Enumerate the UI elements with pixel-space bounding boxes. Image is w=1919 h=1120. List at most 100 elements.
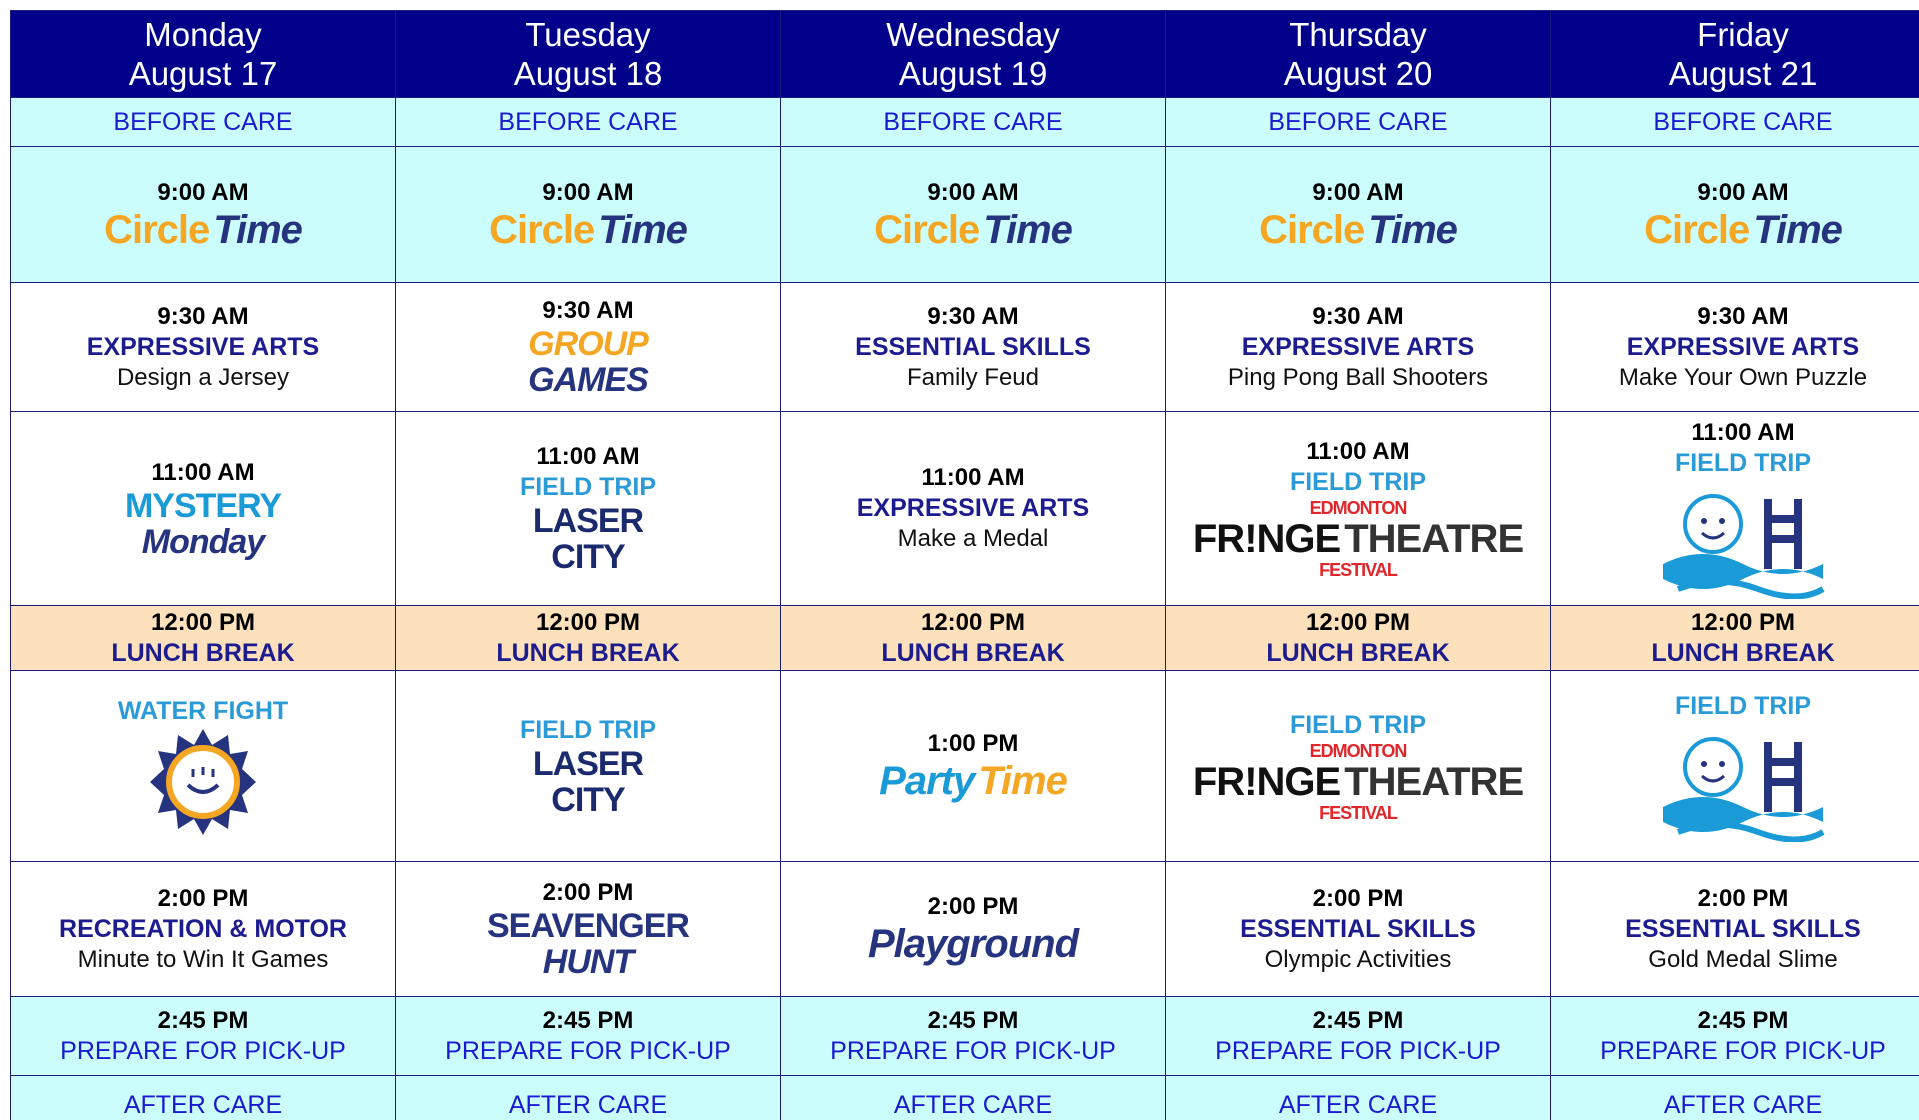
label: BEFORE CARE bbox=[883, 107, 1063, 136]
schedule-cell: 12:00 PM LUNCH BREAK bbox=[10, 605, 396, 671]
category: LUNCH BREAK bbox=[1266, 638, 1450, 667]
day-name: Friday bbox=[1697, 16, 1789, 53]
day-header: Thursday August 20 bbox=[1165, 10, 1551, 98]
logo-line: HUNT bbox=[487, 944, 689, 980]
category: ESSENTIAL SKILLS bbox=[855, 332, 1091, 361]
logo-line: FESTIVAL bbox=[1193, 803, 1523, 823]
schedule-cell: AFTER CARE bbox=[1165, 1075, 1551, 1120]
schedule-cell: 2:00 PM Playground bbox=[780, 861, 1166, 997]
day-date: August 20 bbox=[1283, 55, 1433, 92]
logo-text: Time bbox=[598, 207, 688, 252]
logo-text: Playground bbox=[867, 922, 1079, 966]
schedule-cell: 2:00 PM RECREATION & MOTOR Minute to Win I… bbox=[10, 861, 396, 997]
activity: Make Your Own Puzzle bbox=[1618, 363, 1868, 391]
time: 2:45 PM bbox=[927, 1006, 1019, 1034]
time: 2:45 PM bbox=[542, 1006, 634, 1034]
day-date: August 21 bbox=[1668, 55, 1818, 92]
schedule-cell: 9:00 AM Circle Time bbox=[1550, 146, 1919, 283]
time: 12:00 PM bbox=[1305, 608, 1411, 636]
activity: Make a Medal bbox=[897, 525, 1049, 552]
time: 9:00 AM bbox=[927, 178, 1019, 206]
logo: Circle Time bbox=[1644, 207, 1843, 252]
logo-line: Playground bbox=[867, 922, 1079, 966]
logo: EDMONTON FR!NGE THEATRE FESTIVAL bbox=[1192, 741, 1524, 823]
schedule-cell: 2:45 PM PREPARE FOR PICK-UP bbox=[780, 996, 1166, 1076]
day-header: Monday August 17 bbox=[10, 10, 396, 98]
sun-icon bbox=[150, 728, 256, 835]
schedule-cell: 2:00 PM SEAVENGER HUNT bbox=[395, 861, 781, 997]
logo-text: Party bbox=[879, 759, 975, 803]
logo-text: GROUP bbox=[528, 325, 649, 363]
label: AFTER CARE bbox=[1278, 1091, 1438, 1119]
day-name: Thursday bbox=[1289, 16, 1427, 53]
time: 1:00 PM bbox=[927, 730, 1019, 757]
day-name: Monday bbox=[144, 16, 262, 53]
logo-text: Time bbox=[983, 207, 1073, 252]
time: 9:30 AM bbox=[927, 302, 1019, 330]
logo-text: Circle bbox=[1644, 207, 1750, 252]
category: FIELD TRIP bbox=[1674, 449, 1812, 477]
time: 9:00 AM bbox=[157, 178, 249, 206]
logo-line: GAMES bbox=[528, 361, 649, 399]
schedule-cell: 9:00 AM Circle Time bbox=[1165, 146, 1551, 283]
time: 11:00 AM bbox=[1306, 438, 1410, 465]
day-date: August 17 bbox=[128, 55, 278, 92]
label: BEFORE CARE bbox=[1653, 107, 1833, 136]
logo-line: Circle Time bbox=[1644, 207, 1843, 252]
time: 9:00 AM bbox=[1697, 178, 1789, 206]
logo-line: Party Time bbox=[879, 759, 1068, 803]
category: LUNCH BREAK bbox=[881, 638, 1065, 667]
logo: Party Time bbox=[879, 759, 1068, 803]
activity: Gold Medal Slime bbox=[1648, 945, 1838, 973]
schedule-cell: 9:30 AM EXPRESSIVE ARTS Ping Pong Ball Sho… bbox=[1165, 282, 1551, 412]
logo-text: Time bbox=[1368, 207, 1458, 252]
logo-text: EDMONTON bbox=[1309, 498, 1408, 518]
activity: Design a Jersey bbox=[116, 363, 290, 391]
label: AFTER CARE bbox=[508, 1091, 668, 1119]
schedule-cell: 2:45 PM PREPARE FOR PICK-UP bbox=[1550, 996, 1919, 1076]
logo-text: GAMES bbox=[528, 361, 649, 399]
time: 9:00 AM bbox=[1312, 178, 1404, 206]
schedule-cell: 12:00 PM LUNCH BREAK bbox=[395, 605, 781, 671]
schedule-cell: 11:00 AM FIELD TRIP EDMONTON FR!NGE THEATRE F… bbox=[1165, 411, 1551, 606]
logo-text: FESTIVAL bbox=[1319, 802, 1398, 823]
category: WATER FIGHT bbox=[117, 696, 289, 725]
day-name: Tuesday bbox=[525, 16, 651, 53]
category: ESSENTIAL SKILLS bbox=[1625, 914, 1861, 943]
schedule-cell: FIELD TRIP EDMONTON FR!NGE THEATRE FESTIVAL bbox=[1165, 670, 1551, 862]
schedule-cell: BEFORE CARE bbox=[1550, 97, 1919, 147]
schedule-cell: 9:30 AM GROUP GAMES bbox=[395, 282, 781, 412]
activity: Olympic Activities bbox=[1264, 945, 1452, 973]
schedule-cell: AFTER CARE bbox=[1550, 1075, 1919, 1120]
day-name: Wednesday bbox=[886, 16, 1060, 53]
schedule-cell: 9:30 AM ESSENTIAL SKILLS Family Feud bbox=[780, 282, 1166, 412]
schedule-cell: 12:00 PM LUNCH BREAK bbox=[1550, 605, 1919, 671]
logo-text: THEATRE bbox=[1344, 759, 1524, 804]
logo-text: FR!NGE bbox=[1192, 759, 1341, 804]
schedule-cell: 12:00 PM LUNCH BREAK bbox=[780, 605, 1166, 671]
logo-line: Circle Time bbox=[104, 207, 303, 252]
logo-line: EDMONTON bbox=[1193, 741, 1523, 761]
activity: Family Feud bbox=[906, 363, 1040, 391]
category: ESSENTIAL SKILLS bbox=[1240, 914, 1476, 943]
time: 2:45 PM bbox=[157, 1006, 249, 1034]
schedule-cell: 1:00 PM Party Time bbox=[780, 670, 1166, 862]
logo-text: FR!NGE bbox=[1192, 517, 1341, 561]
logo-text: LASER bbox=[532, 502, 644, 540]
schedule-cell: 9:30 AM EXPRESSIVE ARTS Make Your Own Puzz… bbox=[1550, 282, 1919, 412]
schedule-cell: 2:45 PM PREPARE FOR PICK-UP bbox=[10, 996, 396, 1076]
label: AFTER CARE bbox=[123, 1091, 283, 1119]
logo-text: CITY bbox=[551, 538, 625, 576]
schedule-cell: AFTER CARE bbox=[10, 1075, 396, 1120]
logo: Playground bbox=[867, 922, 1079, 966]
category: LUNCH BREAK bbox=[496, 638, 680, 667]
schedule-cell: 12:00 PM LUNCH BREAK bbox=[1165, 605, 1551, 671]
logo-line: Circle Time bbox=[1259, 207, 1458, 252]
logo: LASER CITY bbox=[533, 746, 644, 818]
label: BEFORE CARE bbox=[113, 107, 293, 136]
logo: GROUP GAMES bbox=[528, 325, 649, 399]
category: LUNCH BREAK bbox=[1651, 638, 1835, 667]
logo-text: Circle bbox=[104, 207, 210, 252]
logo: Circle Time bbox=[489, 207, 688, 252]
pool-icon bbox=[1663, 736, 1825, 842]
